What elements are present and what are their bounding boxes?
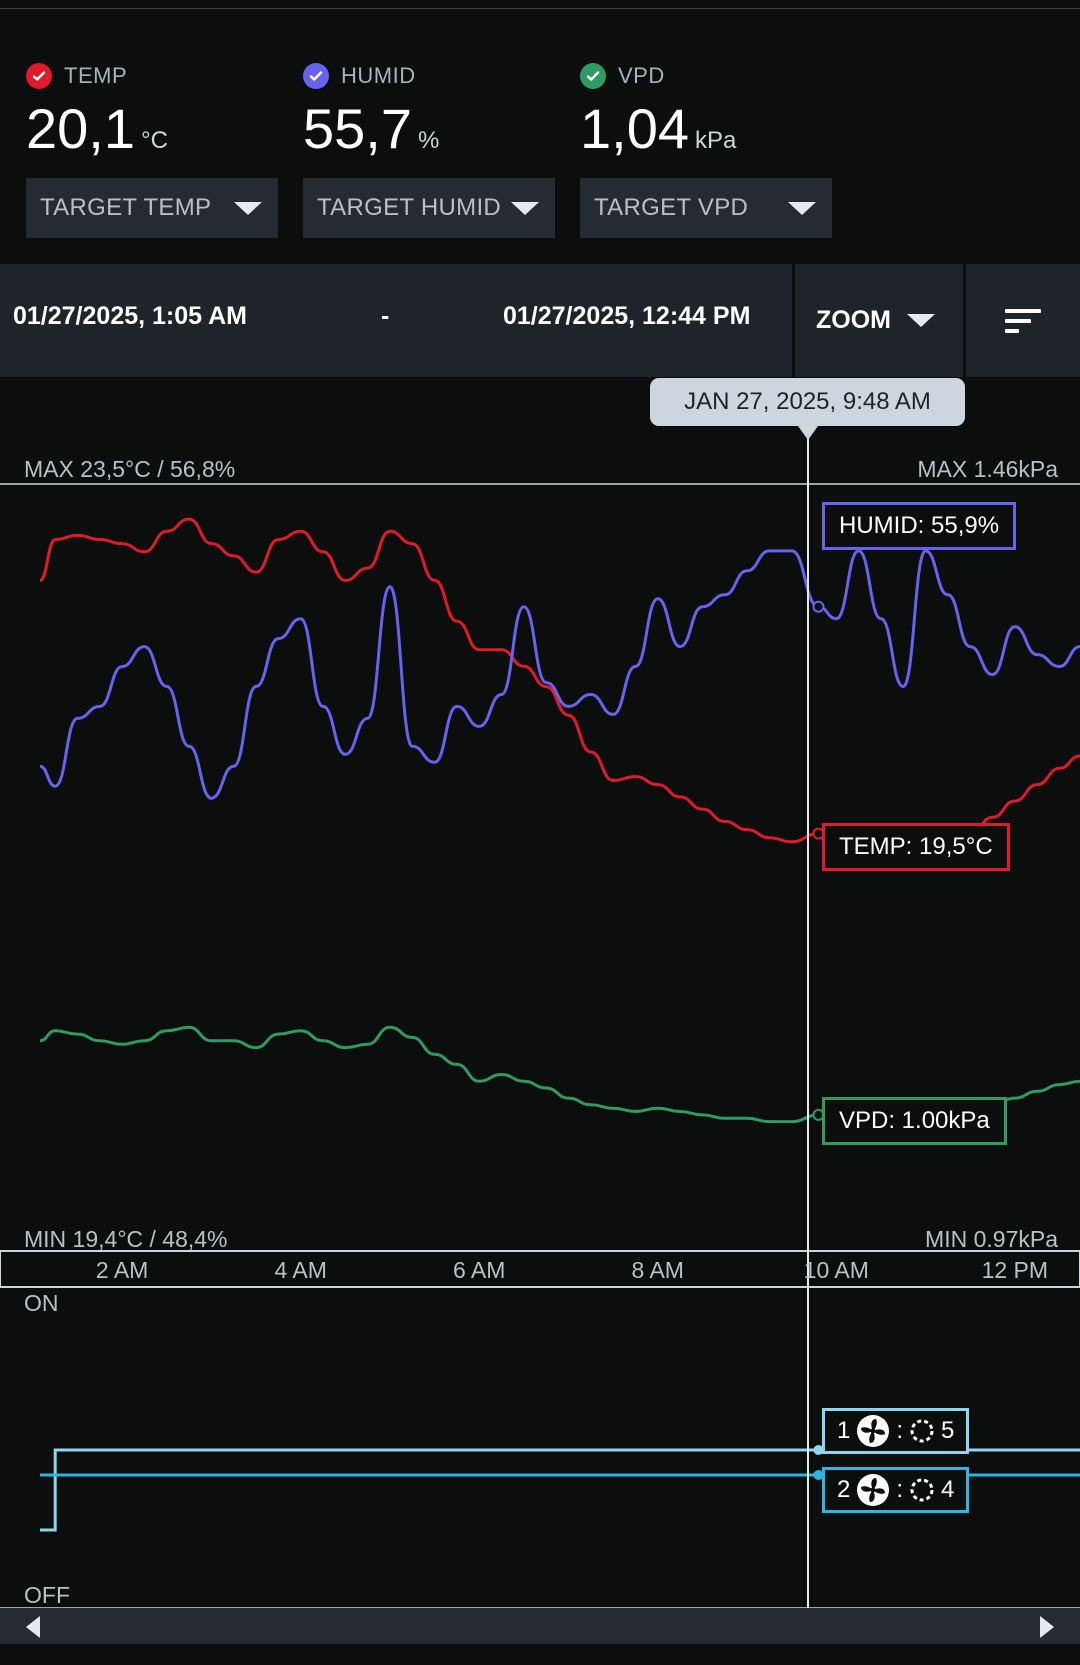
target-vpd-dropdown[interactable]: TARGET VPD — [580, 178, 832, 238]
temp-label: TEMP — [64, 63, 128, 88]
vpd-metric: VPD 1,04 kPa — [580, 62, 736, 161]
humid-series-line — [39, 549, 1080, 800]
x-tick-label: 10 AM — [804, 1257, 869, 1283]
cursor-time-tooltip: JAN 27, 2025, 9:48 AM — [650, 378, 965, 440]
vpd-label: VPD — [618, 63, 665, 88]
top-divider — [0, 8, 1080, 9]
vpd-check-icon — [580, 63, 606, 89]
humid-cursor-point — [812, 600, 825, 613]
vpd-badge-text: VPD: 1.00kPa — [839, 1107, 990, 1134]
max-right-label: MAX 1.46kPa — [917, 456, 1058, 482]
x-tick-label: 4 AM — [274, 1257, 326, 1283]
humid-metric: HUMID 55,7 % — [303, 62, 439, 161]
scroll-left-icon[interactable] — [26, 1616, 40, 1638]
off-label: OFF — [24, 1582, 70, 1608]
divider — [963, 264, 966, 377]
fan-1-index: 1 — [837, 1417, 851, 1444]
fan-icon — [857, 1474, 890, 1506]
range-dash: - — [381, 302, 390, 330]
humid-value-badge: HUMID: 55,9% — [822, 502, 1017, 550]
fan-1-badge: 1 : 5 — [822, 1408, 970, 1454]
chevron-down-icon — [907, 314, 935, 327]
target-vpd-label: TARGET VPD — [594, 194, 749, 221]
x-tick-label: 8 AM — [632, 1257, 684, 1283]
x-tick-label: 12 PM — [982, 1257, 1048, 1283]
chart-scrollbar[interactable] — [0, 1608, 1080, 1644]
vpd-value: 1,04 — [580, 97, 689, 160]
target-humid-label: TARGET HUMID — [317, 194, 502, 221]
zoom-dropdown[interactable]: ZOOM — [796, 264, 963, 377]
target-temp-label: TARGET TEMP — [40, 194, 212, 221]
temp-unit: °C — [141, 127, 168, 154]
vpd-unit: kPa — [695, 127, 737, 154]
x-tick-label: 2 AM — [96, 1257, 148, 1283]
chevron-down-icon — [788, 201, 816, 215]
on-label: ON — [24, 1290, 59, 1316]
min-left-label: MIN 19,4°C / 48,4% — [24, 1226, 228, 1252]
fan-2-level: 4 — [941, 1476, 955, 1503]
max-left-label: MAX 23,5°C / 56,8% — [24, 456, 236, 482]
x-axis-band — [0, 1250, 1080, 1288]
speed-ring-icon — [910, 1419, 934, 1443]
range-end[interactable]: 01/27/2025, 12:44 PM — [503, 302, 751, 330]
temp-check-icon — [26, 63, 52, 89]
sort-icon — [1005, 308, 1041, 333]
chevron-down-icon — [234, 201, 262, 215]
fan-1-cursor-point — [813, 1445, 824, 1455]
speed-ring-icon — [910, 1478, 934, 1502]
date-range-bar: 01/27/2025, 1:05 AM - 01/27/2025, 12:44 … — [0, 264, 1080, 377]
range-start[interactable]: 01/27/2025, 1:05 AM — [13, 302, 247, 330]
fan-1-separator: : — [896, 1417, 904, 1444]
min-right-label: MIN 0.97kPa — [925, 1226, 1058, 1252]
fan-1-step-line — [40, 1448, 1080, 1532]
temp-value-badge: TEMP: 19,5°C — [822, 823, 1010, 871]
fan-2-cursor-point — [813, 1470, 824, 1480]
humid-value: 55,7 — [303, 97, 412, 160]
humid-unit: % — [418, 127, 440, 154]
target-temp-dropdown[interactable]: TARGET TEMP — [26, 178, 278, 238]
fan-1-level: 5 — [941, 1417, 955, 1444]
fan-2-index: 2 — [837, 1476, 851, 1503]
scroll-right-icon[interactable] — [1040, 1616, 1054, 1638]
humid-label: HUMID — [341, 63, 416, 88]
temp-series-line — [39, 517, 1080, 848]
fan-2-separator: : — [896, 1476, 904, 1503]
temp-metric: TEMP 20,1 °C — [26, 62, 168, 161]
zoom-label: ZOOM — [816, 306, 891, 334]
chevron-down-icon — [511, 201, 539, 215]
sort-button[interactable] — [968, 264, 1080, 377]
x-tick-label: 6 AM — [453, 1257, 505, 1283]
fan-icon — [857, 1415, 890, 1447]
target-humid-dropdown[interactable]: TARGET HUMID — [303, 178, 555, 238]
fan-2-badge: 2 : 4 — [822, 1467, 970, 1513]
vpd-value-badge: VPD: 1.00kPa — [822, 1097, 1007, 1145]
divider — [792, 264, 795, 377]
temp-value: 20,1 — [26, 97, 135, 160]
humid-check-icon — [303, 63, 329, 89]
